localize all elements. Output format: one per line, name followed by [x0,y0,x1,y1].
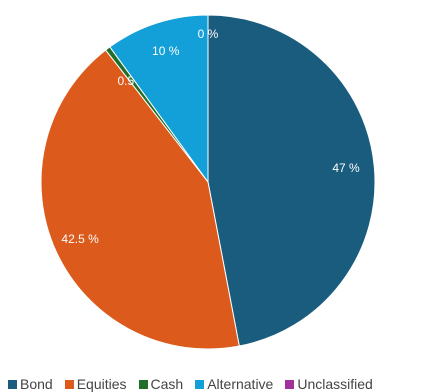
slice-label-unclassified: 0 % [198,27,219,41]
slice-label-alternative: 10 % [152,44,180,58]
legend-label: Bond [20,376,53,392]
slice-label-equities: 42.5 % [61,232,99,246]
legend-swatch [64,379,74,389]
legend-swatch [8,379,17,389]
legend: Bond Equities Cash Alternative Unclassified [8,376,448,392]
legend-swatch [285,379,295,389]
legend-item-equities[interactable]: Equities [64,376,127,392]
legend-item-cash[interactable]: Cash [138,376,184,392]
legend-swatch [195,379,205,389]
legend-item-bond[interactable]: Bond [8,376,53,392]
legend-label: Cash [150,376,184,392]
pie-slice-bond[interactable] [207,14,376,347]
legend-swatch [138,379,148,389]
slice-label-bond: 47 % [332,161,360,175]
pie-slice-alternative[interactable] [109,14,209,184]
pie-chart: 47 %42.5 %0.5 %10 %0 % [40,14,376,350]
legend-item-alternative[interactable]: Alternative [195,376,273,392]
legend-item-unclassified[interactable]: Unclassified [285,376,373,392]
pie-slice-equities[interactable] [40,49,240,350]
legend-label: Equities [76,376,127,392]
legend-label: Unclassified [297,376,373,392]
legend-label: Alternative [207,376,274,392]
